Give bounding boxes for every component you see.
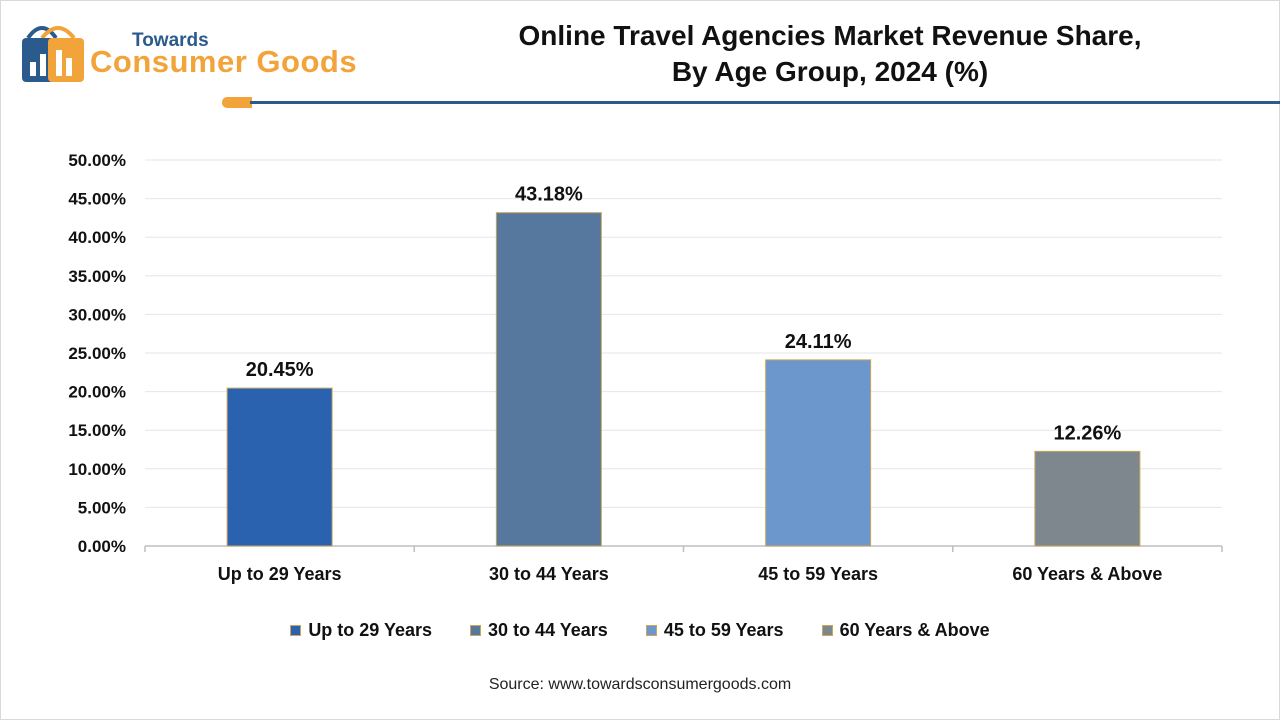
- legend-label: 60 Years & Above: [839, 620, 990, 640]
- legend-label: 45 to 59 Years: [663, 620, 784, 640]
- y-tick-label: 15.00%: [68, 421, 126, 440]
- y-tick-label: 45.00%: [68, 190, 126, 209]
- bar: [226, 387, 333, 547]
- y-tick-label: 50.00%: [68, 151, 126, 170]
- legend-label: Up to 29 Years: [308, 620, 433, 640]
- y-tick-label: 0.00%: [78, 537, 126, 556]
- legend-swatch: [470, 625, 482, 636]
- shopping-bag-icon: [22, 26, 84, 82]
- y-tick-label: 5.00%: [78, 498, 126, 517]
- chart-title-line-2: By Age Group, 2024 (%): [671, 56, 989, 87]
- legend-item: 30 to 44 Years: [470, 620, 608, 641]
- header-rule-tab: [222, 97, 252, 108]
- header-rule: [250, 101, 1280, 104]
- bar-chart: 0.00% 5.00% 10.00% 15.00% 20.00% 25.00% 30.00%…: [68, 151, 1223, 584]
- chart-legend: Up to 29 Years 30 to 44 Years 45 to 59 Yea…: [0, 620, 1280, 641]
- bar-value-label: 43.18%: [515, 184, 583, 206]
- legend-item: Up to 29 Years: [290, 620, 432, 641]
- bar-value-label: 12.26%: [1053, 422, 1121, 444]
- legend-item: 60 Years & Above: [821, 620, 990, 641]
- bar: [1034, 450, 1141, 547]
- bar: [765, 359, 872, 547]
- chart-title: Online Travel Agencies Market Revenue Sh…: [470, 18, 1190, 90]
- x-tick-label: 60 Years & Above: [1012, 564, 1162, 584]
- y-tick-label: 40.00%: [68, 228, 126, 247]
- y-tick-label: 20.00%: [68, 383, 126, 402]
- brand-name: Consumer Goods: [90, 44, 358, 79]
- x-tick-label: Up to 29 Years: [218, 564, 342, 584]
- y-tick-label: 30.00%: [68, 305, 126, 324]
- x-tick-label: 45 to 59 Years: [758, 564, 878, 584]
- legend-label: 30 to 44 Years: [488, 620, 608, 640]
- bar-value-label: 24.11%: [785, 331, 852, 353]
- y-tick-label: 10.00%: [68, 460, 126, 479]
- x-tick-label: 30 to 44 Years: [489, 564, 609, 584]
- legend-swatch: [821, 625, 833, 636]
- legend-swatch: [645, 625, 657, 636]
- source-note: Source: www.towardsconsumergoods.com: [488, 676, 792, 693]
- legend-item: 45 to 59 Years: [645, 620, 784, 641]
- y-tick-label: 35.00%: [68, 267, 126, 286]
- bar-value-label: 20.45%: [246, 359, 314, 381]
- legend-swatch: [290, 625, 302, 636]
- bar: [495, 212, 602, 547]
- chart-title-line-1: Online Travel Agencies Market Revenue Sh…: [518, 20, 1142, 51]
- brand-logo: Towards Consumer Goods: [20, 20, 380, 90]
- y-tick-label: 25.00%: [68, 344, 126, 363]
- brand-small-text: Towards: [132, 30, 209, 51]
